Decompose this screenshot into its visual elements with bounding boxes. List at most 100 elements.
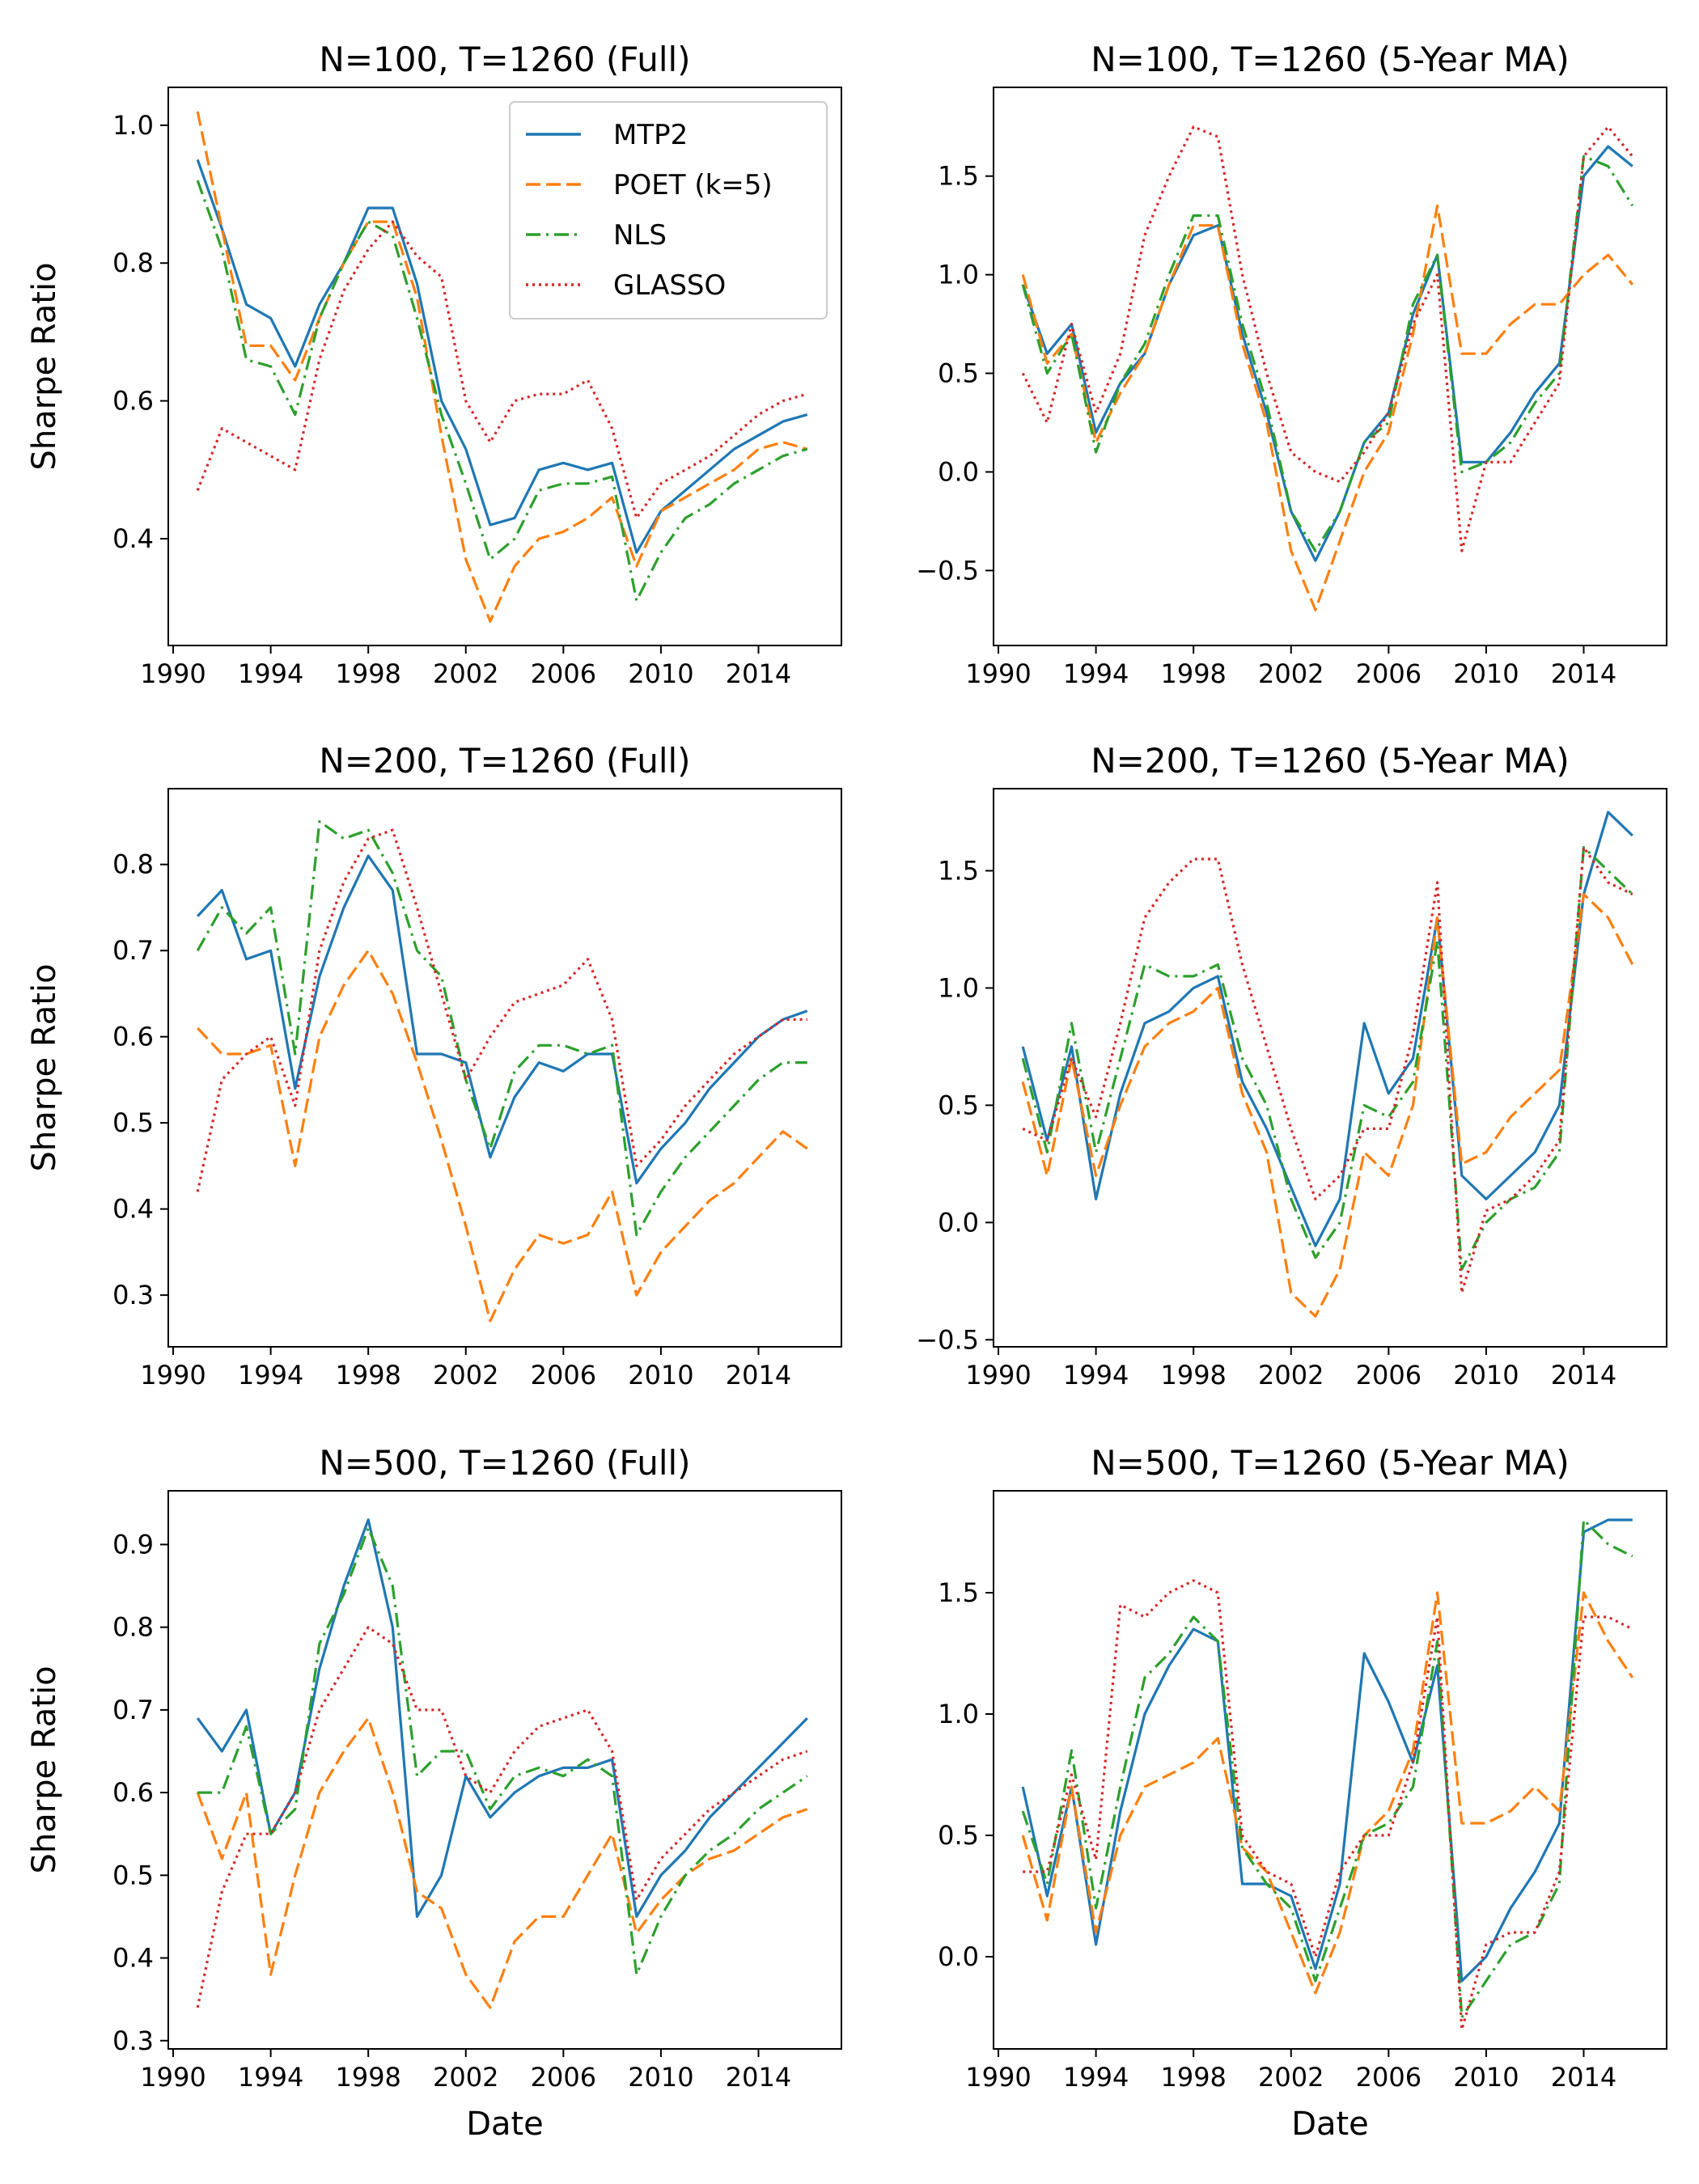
- y-tick-label: 1.0: [112, 110, 154, 141]
- chart-title: N=500, T=1260 (Full): [319, 1443, 690, 1483]
- x-tick-label: 2002: [433, 658, 498, 689]
- legend-label: GLASSO: [613, 269, 726, 302]
- series-line-mtp2: [1021, 145, 1633, 562]
- series-line-glasso: [1023, 1579, 1633, 2031]
- chart-title: N=500, T=1260 (5-Year MA): [1091, 1443, 1569, 1483]
- x-axis-label: Date: [466, 2106, 544, 2143]
- chart-panel-1: 1990 1994 1998 2002 2006 2010 2014 0.4 0.6 0.8 1.0…: [26, 40, 842, 689]
- x-tick-label: 2006: [531, 2062, 596, 2093]
- x-tick-label: 2014: [1551, 1360, 1616, 1390]
- x-axis-label: Date: [1291, 2106, 1369, 2143]
- x-tick-label: 2006: [1356, 658, 1421, 689]
- y-tick-label: 0.4: [112, 1943, 154, 1974]
- plot-frame: [167, 87, 842, 646]
- y-tick-label: 0.8: [112, 849, 154, 880]
- x-tick-label: 2010: [628, 2062, 693, 2093]
- x-tick-label: 2010: [1453, 2062, 1519, 2093]
- x-tick-label: 1994: [238, 2062, 303, 2093]
- series-group: [1021, 1518, 1634, 2031]
- y-tick-label: 0.7: [112, 935, 154, 966]
- legend: MTP2 POET (k=5) NLS GLASSO: [509, 101, 828, 320]
- x-tick-label: 1998: [335, 2062, 400, 2093]
- x-tick-label: 1990: [140, 1360, 205, 1390]
- series-group: [1021, 811, 1634, 1318]
- y-tick-label: 0.8: [112, 248, 154, 278]
- x-tick-label: 1994: [238, 658, 303, 689]
- x-tick-label: 2014: [1551, 2062, 1616, 2093]
- chart-panel-5: 1990 1994 1998 2002 2006 2010 2014 0.3 0.4 0.5 0.6…: [26, 1443, 842, 2143]
- y-tick-label: 1.5: [938, 161, 979, 192]
- series-line-poet-k-5: [1021, 1591, 1634, 1995]
- x-tick-label: 1990: [140, 2062, 205, 2093]
- x-tick-label: 2014: [726, 1360, 791, 1390]
- x-tick-label: 2010: [1453, 1360, 1519, 1390]
- chart-panel-6: 1990 1994 1998 2002 2006 2010 2014 0.0 0.5 1.0 1.5…: [938, 1443, 1667, 2143]
- plot-frame: [993, 1490, 1667, 2050]
- plot-frame: [993, 87, 1667, 646]
- x-tick-label: 1998: [335, 658, 400, 689]
- x-tick-label: 1990: [965, 1360, 1031, 1390]
- series-group: [196, 111, 808, 623]
- series-group: [196, 819, 808, 1323]
- series-line-poet-k-5: [1021, 204, 1634, 612]
- x-tick-label: 1998: [1160, 1360, 1226, 1390]
- x-tick-label: 2014: [726, 658, 791, 689]
- y-tick-label: 1.0: [938, 1699, 979, 1729]
- y-tick-label: 1.5: [938, 855, 979, 886]
- y-tick-label: 0.5: [938, 1820, 979, 1851]
- x-tick-label: 2002: [433, 1360, 498, 1390]
- y-tick-label: 0.9: [112, 1529, 154, 1560]
- x-tick-label: 1994: [1063, 1360, 1129, 1390]
- y-axis-label: Sharpe Ratio: [26, 262, 63, 470]
- y-tick-label: 0.7: [112, 1695, 154, 1725]
- y-tick-label: 0.0: [938, 456, 979, 487]
- series-line-nls: [1021, 154, 1634, 552]
- series-line-poet-k-5: [197, 949, 808, 1323]
- y-tick-label: 0.5: [112, 1107, 154, 1138]
- x-tick-label: 2006: [1356, 2062, 1421, 2093]
- series-line-glasso: [196, 220, 808, 520]
- plot-frame: [167, 788, 842, 1348]
- chart-title: N=100, T=1260 (Full): [319, 40, 690, 79]
- y-tick-label: 0.0: [938, 1941, 979, 1972]
- series-line-glasso: [196, 828, 807, 1192]
- series-line-poet-k-5: [1021, 892, 1634, 1318]
- chart-panel-3: 1990 1994 1998 2002 2006 2010 2014 0.3 0.4 0.5 0.6…: [26, 741, 842, 1390]
- series-line-nls: [196, 180, 808, 603]
- legend-label: POET (k=5): [613, 169, 773, 201]
- x-tick-label: 2010: [628, 658, 693, 689]
- series-group: [196, 1518, 808, 2009]
- x-tick-label: 2002: [433, 2062, 498, 2093]
- y-tick-label: 0.3: [112, 1280, 154, 1310]
- x-tick-label: 1994: [1063, 658, 1129, 689]
- y-tick-label: −0.5: [916, 555, 979, 586]
- y-tick-label: 0.4: [112, 1194, 154, 1225]
- x-tick-label: 1998: [1160, 2062, 1226, 2093]
- x-tick-label: 2002: [1258, 1360, 1324, 1390]
- series-line-mtp2: [196, 1518, 808, 1918]
- y-axis-label: Sharpe Ratio: [26, 1666, 63, 1873]
- chart-title: N=100, T=1260 (5-Year MA): [1091, 40, 1569, 79]
- y-tick-label: 0.4: [112, 523, 154, 554]
- x-tick-label: 2006: [1356, 1360, 1421, 1390]
- legend-label: MTP2: [613, 119, 688, 151]
- x-tick-label: 1994: [1063, 2062, 1129, 2093]
- chart-panel-4: 1990 1994 1998 2002 2006 2010 2014 −0.5 0.0 0.5 1.…: [916, 741, 1667, 1390]
- series-line-mtp2: [1021, 1518, 1633, 1983]
- y-tick-label: 0.5: [112, 1860, 154, 1890]
- y-tick-label: 0.6: [112, 386, 154, 417]
- y-tick-label: 0.0: [938, 1207, 979, 1238]
- y-tick-label: 0.6: [112, 1022, 154, 1052]
- x-tick-label: 2014: [1551, 658, 1616, 689]
- plot-frame: [167, 1490, 842, 2050]
- series-line-poet-k-5: [196, 1716, 808, 2009]
- x-tick-label: 1998: [1160, 658, 1226, 689]
- legend-box: [509, 101, 828, 320]
- series-line-nls: [1021, 1518, 1633, 2019]
- y-tick-label: −0.5: [916, 1324, 979, 1355]
- y-tick-label: 1.0: [938, 972, 979, 1003]
- x-tick-label: 2002: [1258, 658, 1324, 689]
- x-tick-label: 1990: [140, 658, 205, 689]
- series-line-nls: [1021, 845, 1633, 1271]
- plot-frame: [993, 788, 1667, 1348]
